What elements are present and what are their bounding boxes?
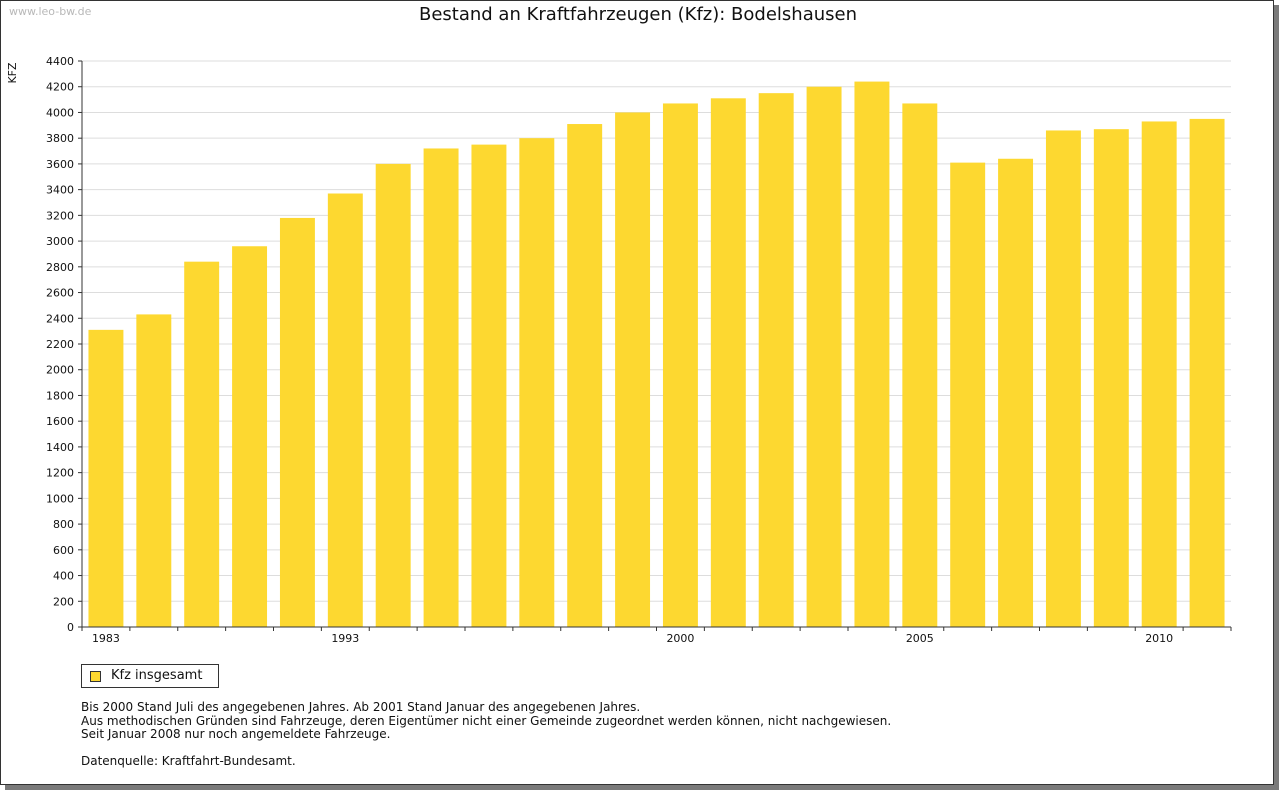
- y-tick-label: 4000: [46, 106, 74, 119]
- x-tick-label: 2000: [666, 632, 694, 645]
- footnote-line: Seit Januar 2008 nur noch angemeldete Fa…: [81, 727, 391, 741]
- bar: [519, 138, 555, 627]
- y-tick-label: 2600: [46, 287, 74, 300]
- bar: [902, 103, 938, 627]
- y-axis: 0 200 400 600 800 1000 1200 1400 1600 1800 2000 220…: [46, 55, 83, 634]
- bar: [279, 217, 315, 627]
- bar: [184, 261, 220, 627]
- y-tick-label: 4400: [46, 55, 74, 68]
- x-tick-label: 2005: [906, 632, 934, 645]
- bar: [615, 112, 651, 627]
- y-tick-label: 3000: [46, 235, 74, 248]
- bar: [710, 98, 746, 628]
- y-tick-label: 2200: [46, 338, 74, 351]
- y-tick-label: 3800: [46, 132, 74, 145]
- bars: [88, 81, 1225, 628]
- y-tick-label: 1000: [46, 492, 74, 505]
- bar-chart: 0 200 400 600 800 1000 1200 1400 1600 1800 2000 220…: [6, 55, 1232, 645]
- y-tick-label: 400: [53, 570, 74, 583]
- y-tick-label: 600: [53, 544, 74, 557]
- bar: [327, 193, 363, 627]
- legend-label: Kfz insgesamt: [111, 668, 203, 683]
- y-tick-label: 4200: [46, 81, 74, 94]
- watermark: www.leo-bw.de: [9, 5, 92, 18]
- bar: [1189, 118, 1225, 627]
- y-tick-label: 2800: [46, 261, 74, 274]
- bar: [1141, 121, 1177, 628]
- bar: [998, 158, 1034, 627]
- y-tick-label: 0: [67, 621, 74, 634]
- footnote-line: Aus methodischen Gründen sind Fahrzeuge,…: [81, 713, 892, 728]
- bar: [806, 86, 842, 628]
- y-tick-label: 1800: [46, 389, 74, 402]
- legend: Kfz insgesamt: [81, 664, 219, 688]
- bar: [567, 124, 603, 627]
- footnote-line: Bis 2000 Stand Juli des angegebenen Jahr…: [81, 700, 641, 714]
- x-tick-label: 1993: [331, 632, 359, 645]
- x-tick-label: 2010: [1145, 632, 1173, 645]
- bar: [854, 81, 890, 627]
- bar: [950, 162, 986, 627]
- y-tick-label: 1400: [46, 441, 74, 454]
- y-tick-label: 3200: [46, 209, 74, 222]
- data-source: Datenquelle: Kraftfahrt-Bundesamt.: [81, 754, 296, 768]
- bar: [375, 163, 411, 627]
- bar: [136, 314, 172, 627]
- x-tick-label: 1983: [92, 632, 120, 645]
- bar: [662, 103, 698, 627]
- y-tick-label: 2000: [46, 364, 74, 377]
- legend-swatch: [90, 671, 101, 682]
- bar: [1045, 130, 1081, 627]
- x-axis: 1983 1993 2000 2005 2010: [81, 626, 1232, 645]
- y-tick-label: 3600: [46, 158, 74, 171]
- bar: [423, 148, 459, 627]
- y-axis-label: KFZ: [6, 62, 19, 84]
- y-tick-label: 1200: [46, 467, 74, 480]
- bar: [1093, 129, 1129, 627]
- bar: [471, 144, 507, 628]
- chart-title: Bestand an Kraftfahrzeugen (Kfz): Bodels…: [418, 4, 858, 25]
- grid-lines: [82, 60, 1231, 602]
- y-tick-label: 3400: [46, 184, 74, 197]
- bar: [758, 93, 794, 627]
- bar: [232, 246, 268, 628]
- y-tick-label: 2400: [46, 312, 74, 325]
- y-tick-label: 800: [53, 518, 74, 531]
- y-tick-label: 1600: [46, 415, 74, 428]
- y-tick-label: 200: [53, 595, 74, 608]
- footnotes: Bis 2000 Stand Juli des angegebenen Jahr…: [81, 700, 892, 742]
- bar: [88, 329, 124, 627]
